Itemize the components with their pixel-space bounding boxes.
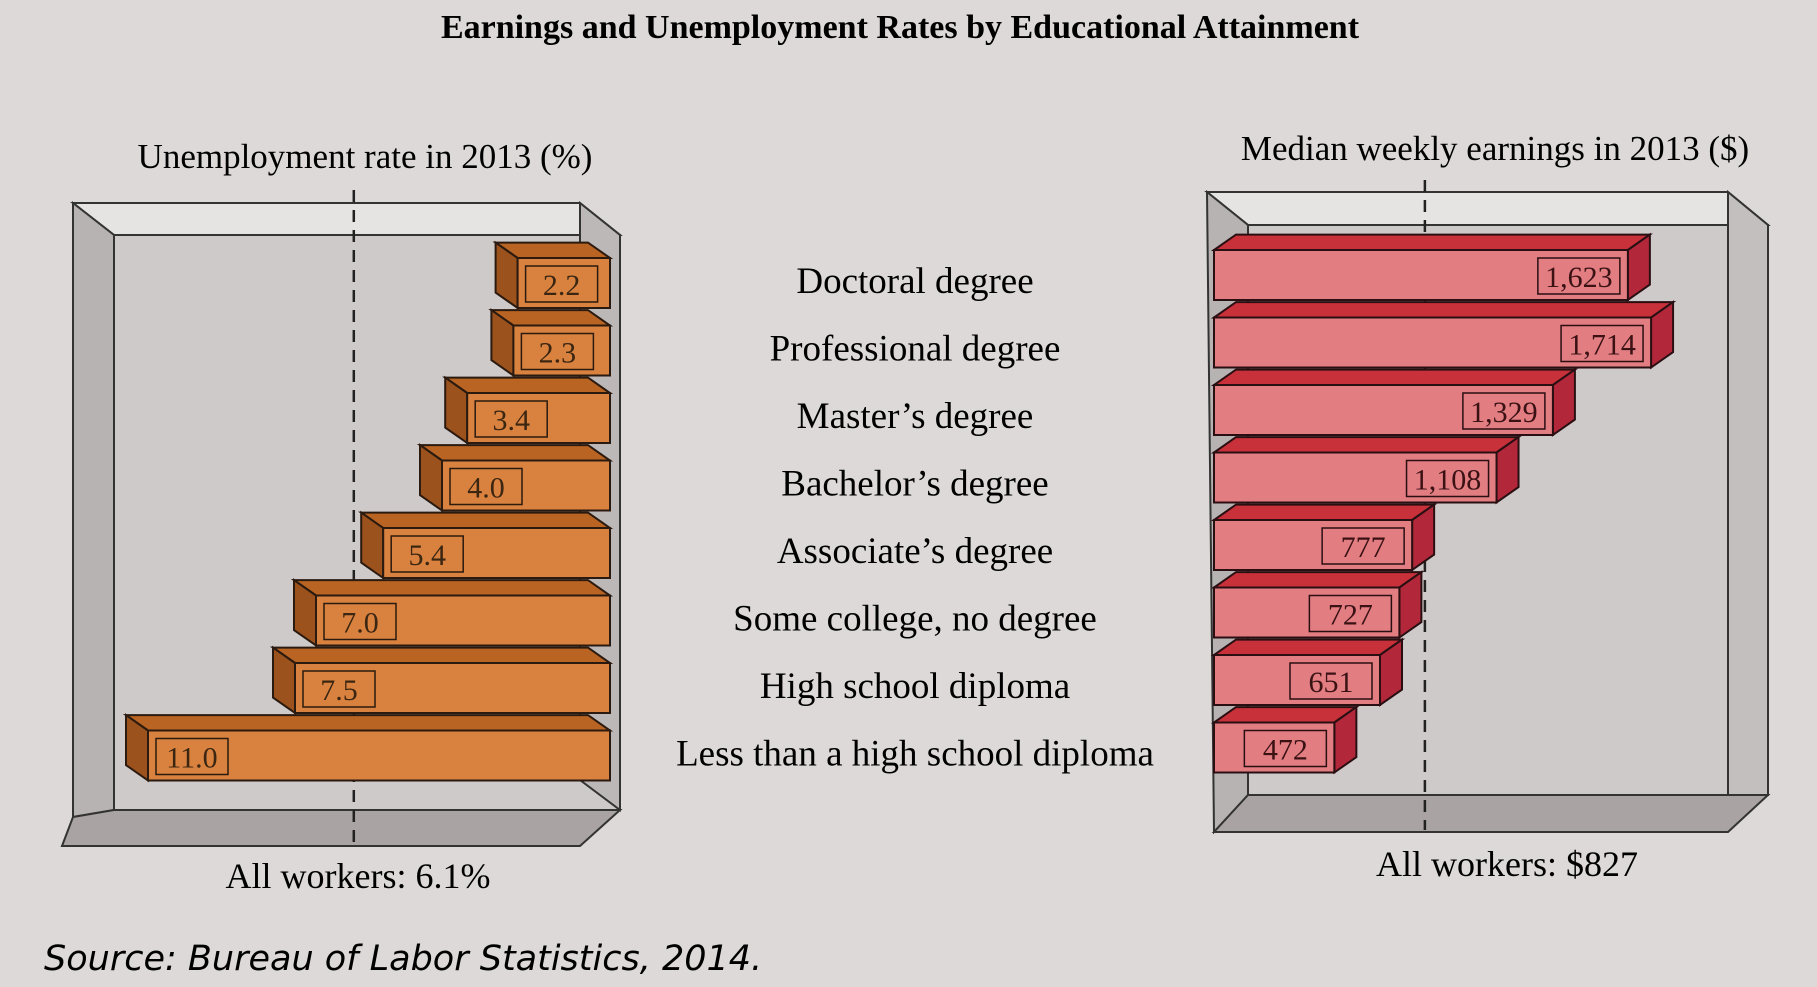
category-label: Bachelor’s degree [781,464,1048,505]
chart-title: Earnings and Unemployment Rates by Educa… [441,9,1360,46]
earnings-value-label: 1,714 [1568,329,1636,362]
earnings-bar: 727 [1210,570,1425,640]
category-label: Doctoral degree [796,261,1033,302]
unemployment-value-label: 5.4 [408,539,446,572]
category-label: Some college, no degree [733,599,1097,640]
bar-label-box [155,737,229,776]
earnings-value-label: 1,108 [1414,464,1482,497]
earnings-value-label: 727 [1328,599,1373,632]
unemployment-bar: 2.3 [488,308,614,378]
bar-label-box [1308,594,1393,633]
bar-label-box [1289,662,1373,700]
right-panel-title: Median weekly earnings in 2013 ($) [1241,129,1749,168]
earnings-value-label: 777 [1341,531,1386,564]
category-labels-group: Doctoral degree Professional degree Master… [676,261,1154,775]
earnings-value-label: 1,329 [1470,396,1538,429]
unemployment-value-label: 2.2 [543,269,581,302]
bar-top-face [1210,301,1677,319]
bar-top-face [269,646,614,664]
category-label: Master’s degree [797,396,1034,437]
earnings-bar: 1,108 [1210,435,1522,505]
earnings-value-label: 472 [1263,734,1308,767]
unemployment-value-label: 7.5 [320,674,358,707]
unemployment-bar: 2.2 [492,240,614,310]
left-footer-all-workers: All workers: 6.1% [226,856,491,896]
source-note: Source: Bureau of Labor Statistics, 2014… [44,939,762,979]
bar-top-face [1210,436,1522,454]
bar-label-box [1243,729,1328,768]
unemployment-value-label: 7.0 [341,607,379,640]
unemployment-bar: 4.0 [416,443,614,513]
unemployment-value-label: 4.0 [467,472,505,505]
bar-top-face [1210,233,1654,251]
category-label: Professional degree [770,329,1061,370]
unemployment-bar: 5.4 [358,510,614,580]
bar-label-box [474,400,548,438]
bar-label-box [323,602,397,641]
bar-top-face [1210,571,1425,589]
bar-label-box [1321,527,1405,565]
unemployment-bar: 7.5 [269,645,614,715]
category-label: High school diploma [760,666,1070,707]
bar-label-box [390,535,464,573]
unemployment-bar: 11.0 [122,713,614,783]
bar-label-box [1537,257,1621,295]
earnings-bar: 651 [1210,637,1406,707]
unemployment-value-label: 3.4 [492,404,530,437]
bar-top-face [290,579,614,597]
bar-top-face [1210,368,1579,386]
right-bars-group: 1,623 1,714 1,329 1,108 777 727 651 472 [1210,232,1677,775]
bar-top-face [122,714,614,732]
earnings-bar: 1,329 [1210,367,1579,437]
bar-top-face [1210,706,1360,724]
bar-top-face [442,376,614,394]
unemployment-value-label: 11.0 [166,742,217,775]
bar-top-face [1210,503,1438,521]
bar-label-box [524,265,599,303]
bar-label-box [1560,324,1644,363]
earnings-bar: 777 [1210,502,1438,572]
category-label: Less than a high school diploma [676,734,1154,775]
left-bars-group: 2.2 2.3 3.4 4.0 5.4 7.0 7.5 11.0 [122,240,614,783]
bar-label-box [302,670,376,708]
bar-label-box [1405,459,1490,498]
bar-label-box [520,332,595,371]
bar-top-face [416,444,614,462]
earnings-bar: 472 [1210,705,1360,775]
earnings-bar: 1,623 [1210,232,1654,302]
earnings-bar: 1,714 [1210,300,1677,370]
bar-top-face [1210,638,1406,656]
bar-top-face [358,511,614,529]
bar-label-box [1462,392,1546,430]
left-panel-title: Unemployment rate in 2013 (%) [138,137,593,176]
category-label: Associate’s degree [777,531,1053,572]
bar-label-box [449,467,523,506]
unemployment-value-label: 2.3 [539,337,577,370]
earnings-value-label: 651 [1309,666,1354,699]
unemployment-bar: 7.0 [290,578,614,648]
earnings-value-label: 1,623 [1545,261,1613,294]
unemployment-bar: 3.4 [442,375,614,445]
right-footer-all-workers: All workers: $827 [1376,844,1638,884]
